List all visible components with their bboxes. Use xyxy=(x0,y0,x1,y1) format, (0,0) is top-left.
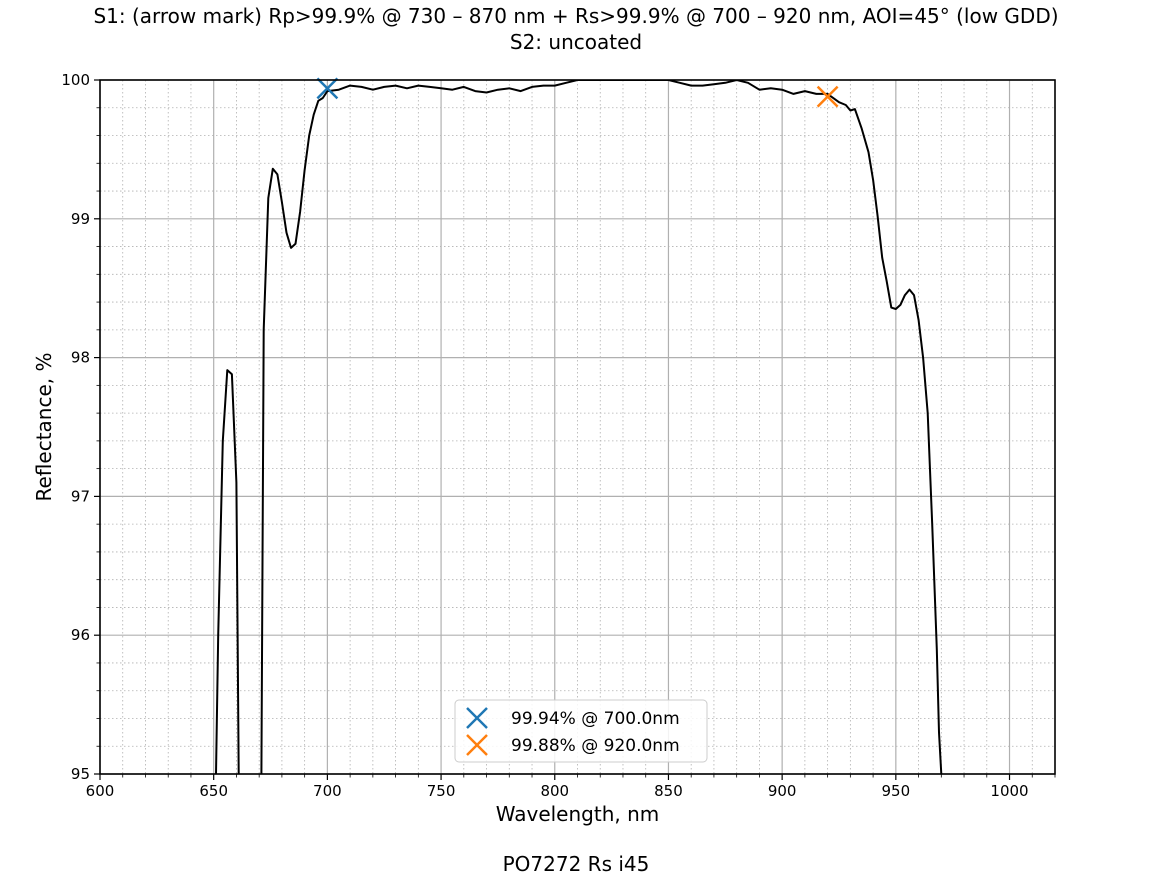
x-tick-label: 950 xyxy=(882,782,911,800)
y-tick-label: 99 xyxy=(71,210,90,228)
legend-marker xyxy=(466,734,488,756)
y-tick-label: 100 xyxy=(61,71,90,89)
data-marker xyxy=(816,85,839,108)
x-tick-label: 800 xyxy=(540,782,569,800)
x-tick-label: 900 xyxy=(768,782,797,800)
y-tick-label: 95 xyxy=(71,765,90,783)
y-tick-label: 97 xyxy=(71,487,90,505)
y-tick-label: 96 xyxy=(71,626,90,644)
legend-entry-label: 99.88% @ 920.0nm xyxy=(511,736,680,756)
chart-title: S1: (arrow mark) Rp>99.9% @ 730 – 870 nm… xyxy=(93,4,1059,28)
x-tick-label: 700 xyxy=(313,782,342,800)
plot-frame xyxy=(99,79,1056,775)
reflectance-line xyxy=(215,80,943,774)
x-tick-label: 850 xyxy=(654,782,683,800)
legend-box xyxy=(454,699,708,763)
y-axis-label: Reflectance, % xyxy=(32,352,56,502)
x-tick-label: 750 xyxy=(427,782,456,800)
x-tick-label: 650 xyxy=(199,782,228,800)
y-tick-label: 98 xyxy=(71,349,90,367)
chart-footer: PO7272 Rs i45 xyxy=(502,852,650,876)
chart-subtitle: S2: uncoated xyxy=(509,30,643,54)
legend-marker xyxy=(466,707,488,729)
legend-entry-label: 99.94% @ 700.0nm xyxy=(511,709,680,729)
x-axis-label: Wavelength, nm xyxy=(495,802,660,826)
x-tick-label: 1000 xyxy=(990,782,1028,800)
data-marker xyxy=(316,77,339,100)
x-tick-label: 600 xyxy=(86,782,115,800)
